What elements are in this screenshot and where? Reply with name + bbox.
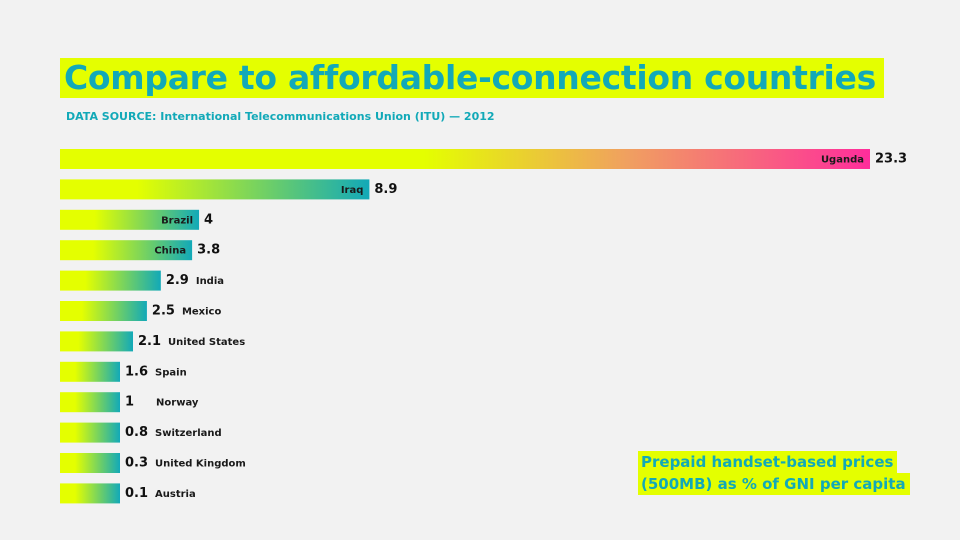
bar-china [60, 240, 193, 261]
value-label-norway: 1 [125, 395, 134, 410]
chart-title: Compare to affordable-connection countri… [60, 58, 884, 98]
bar-india [60, 270, 161, 291]
value-label-austria: 0.1 [125, 486, 148, 501]
value-label-mexico: 2.5 [152, 304, 175, 319]
bar-united-kingdom [60, 453, 120, 473]
category-label-spain: Spain [155, 367, 187, 378]
value-label-united-states: 2.1 [138, 334, 161, 349]
bar-switzerland [60, 422, 120, 443]
value-label-brazil: 4 [204, 212, 213, 227]
note-line-2: (500MB) as % of GNI per capita [638, 473, 910, 495]
category-label-austria: Austria [155, 489, 196, 500]
category-label-mexico: Mexico [182, 307, 222, 318]
category-label-norway: Norway [156, 398, 199, 409]
note-line-1: Prepaid handset-based prices [638, 451, 898, 473]
bar-austria [60, 483, 120, 504]
bars-group: Uganda 23.3 Iraq 8.9 Brazil 4 China 3.8 2.9 India… [60, 149, 907, 504]
category-label-india: India [196, 276, 224, 287]
value-label-china: 3.8 [197, 243, 220, 258]
bar-norway [60, 392, 120, 413]
bar-united-states [60, 331, 134, 352]
value-label-uganda: 23.3 [875, 152, 907, 167]
chart-note: Prepaid handset-based prices (500MB) as … [638, 451, 910, 495]
category-label-brazil: Brazil [161, 215, 193, 226]
category-label-united-states: United States [168, 337, 245, 348]
value-label-united-kingdom: 0.3 [125, 456, 148, 471]
value-label-spain: 1.6 [125, 364, 148, 379]
bar-uganda [60, 149, 870, 169]
value-label-switzerland: 0.8 [125, 425, 148, 440]
bar-mexico [60, 301, 147, 321]
category-label-china: China [154, 246, 186, 257]
category-label-united-kingdom: United Kingdom [155, 459, 246, 470]
chart-subtitle: DATA SOURCE: International Telecommunica… [66, 110, 495, 123]
bar-iraq [60, 179, 370, 200]
bar-spain [60, 361, 120, 382]
value-label-india: 2.9 [166, 273, 189, 288]
category-label-uganda: Uganda [821, 155, 864, 166]
bar-brazil [60, 209, 200, 230]
category-label-iraq: Iraq [341, 185, 364, 196]
value-label-iraq: 8.9 [374, 182, 397, 197]
category-label-switzerland: Switzerland [155, 428, 222, 439]
